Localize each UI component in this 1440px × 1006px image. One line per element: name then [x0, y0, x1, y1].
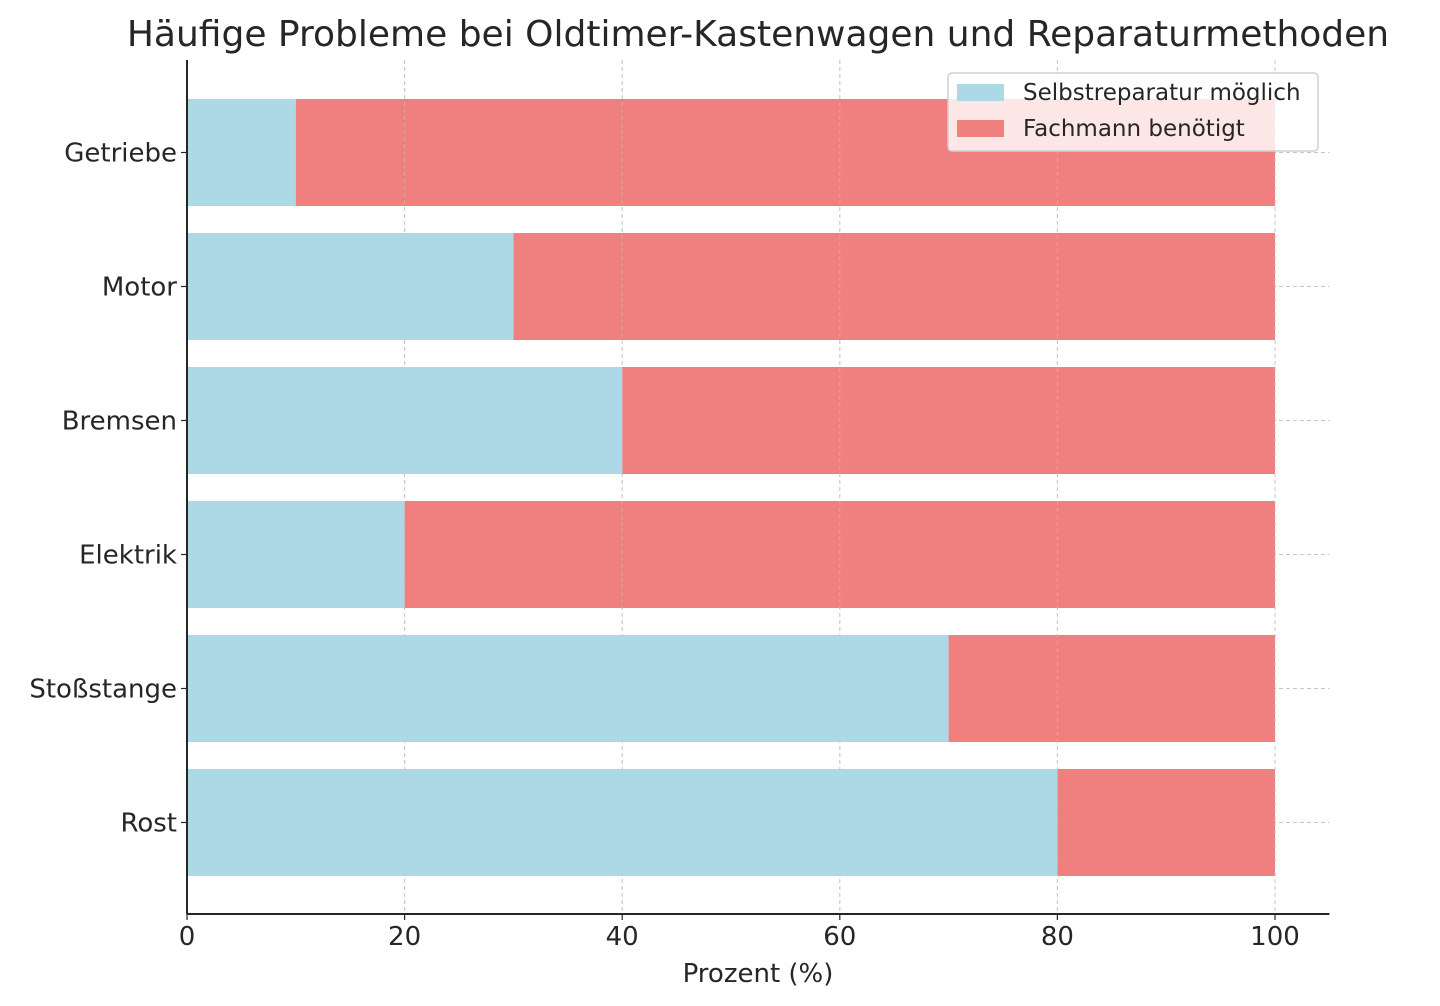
- bar-fachmann: [948, 635, 1275, 742]
- y-tick-label: Getriebe: [64, 139, 177, 169]
- bar-fachmann: [622, 367, 1275, 474]
- x-tick-label: 60: [823, 922, 856, 952]
- y-tick-label: Stoßstange: [29, 675, 177, 705]
- bar-selbstreparatur: [187, 501, 405, 608]
- legend: Selbstreparatur möglich Fachmann benötigt: [947, 72, 1319, 152]
- y-tick-label: Motor: [102, 273, 177, 303]
- bar-selbstreparatur: [187, 99, 296, 206]
- legend-label: Selbstreparatur möglich: [1023, 80, 1301, 106]
- legend-box: [947, 72, 1319, 152]
- x-tick-label: 20: [388, 922, 421, 952]
- bar-selbstreparatur: [187, 635, 949, 742]
- bar-fachmann: [1057, 769, 1275, 876]
- legend-label: Fachmann benötigt: [1023, 116, 1245, 142]
- bar-selbstreparatur: [187, 233, 514, 340]
- x-tick-label: 40: [606, 922, 639, 952]
- x-tick-label: 80: [1041, 922, 1074, 952]
- bar-fachmann: [513, 233, 1275, 340]
- x-axis-label: Prozent (%): [683, 959, 834, 989]
- x-tick-label: 100: [1250, 922, 1300, 952]
- y-tick-label: Rost: [120, 809, 177, 839]
- legend-swatch: [957, 120, 1004, 137]
- x-tick-label: 0: [179, 922, 196, 952]
- chart-title: Häufige Probleme bei Oldtimer-Kastenwage…: [127, 14, 1389, 55]
- y-tick-label: Elektrik: [79, 541, 177, 571]
- legend-swatch: [957, 84, 1004, 101]
- y-tick-label: Bremsen: [62, 407, 177, 437]
